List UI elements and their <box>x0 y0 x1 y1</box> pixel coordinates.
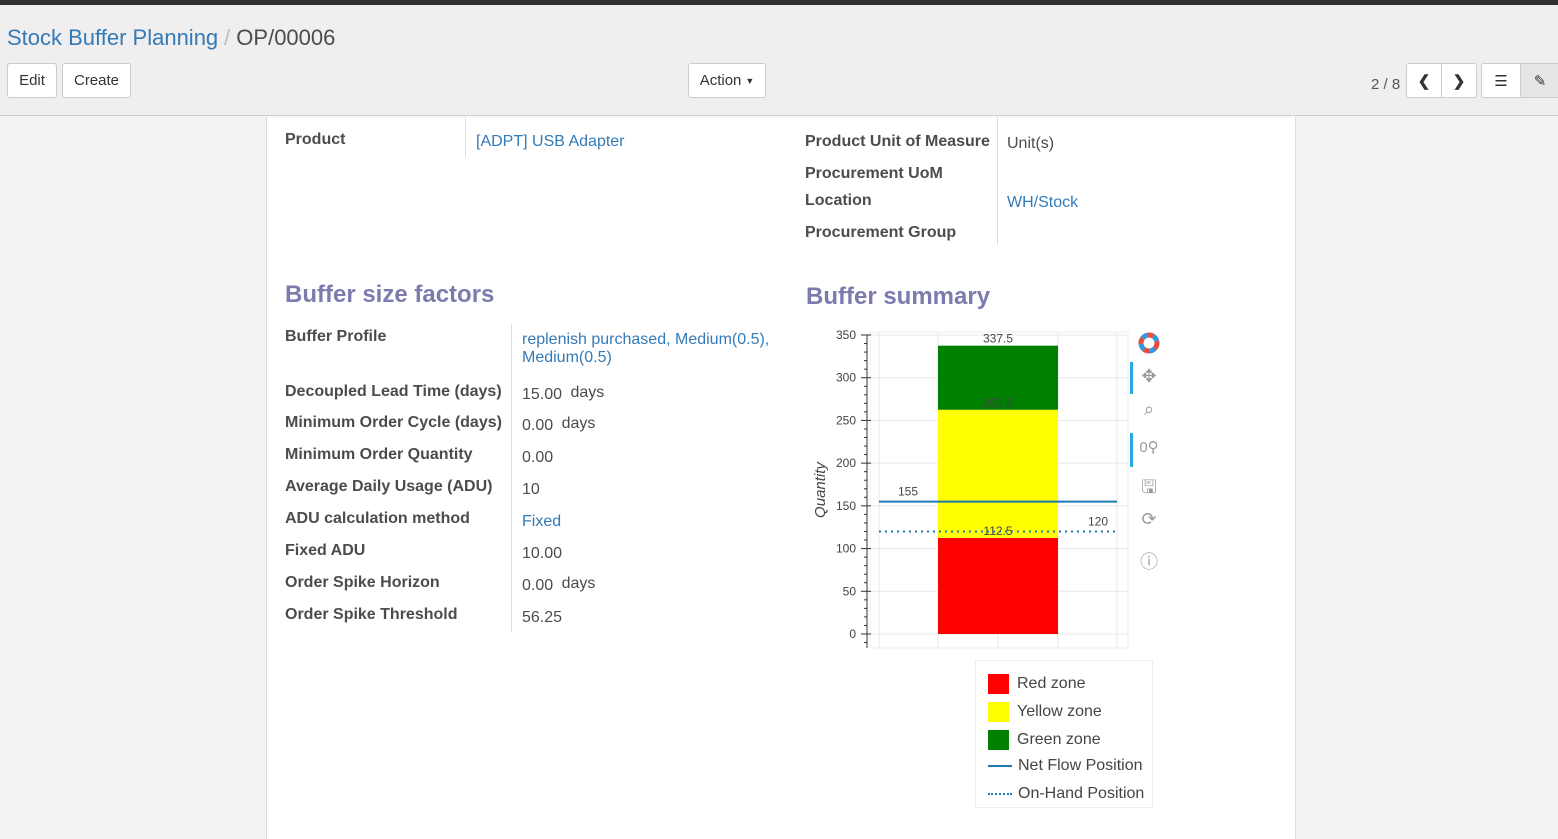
previous-button[interactable]: ❮ <box>1406 63 1442 98</box>
help-icon[interactable]: ⓘ <box>1140 552 1158 572</box>
uom-label: Product Unit of Measure <box>805 133 990 150</box>
form-view-button[interactable]: ✎ <box>1520 63 1558 98</box>
factor-value: 0.00 days <box>522 575 596 594</box>
divider <box>465 117 466 157</box>
factor-label: Order Spike Horizon <box>285 574 440 591</box>
y-tick-label: 200 <box>836 456 856 470</box>
factor-value: 0.00 days <box>522 415 596 434</box>
action-dropdown[interactable]: Action ▼ <box>688 63 766 98</box>
legend-item-on-hand: On-Hand Position <box>988 785 1144 803</box>
factor-value: 10 <box>522 481 540 498</box>
y-tick-label: 0 <box>849 627 856 641</box>
y-tick-label: 50 <box>843 584 857 598</box>
factor-label: Order Spike Threshold <box>285 606 458 623</box>
buffer-summary-title: Buffer summary <box>806 283 991 310</box>
unit-label: days <box>561 575 596 592</box>
unit-label: days <box>570 384 605 401</box>
active-tool-indicator <box>1130 362 1133 394</box>
list-view-button[interactable]: ☰ <box>1481 63 1521 98</box>
y-tick-label: 250 <box>836 413 856 427</box>
y-tick-label: 300 <box>836 371 856 385</box>
reset-icon[interactable]: ⟳ <box>1141 509 1157 529</box>
bar-label: 112.5 <box>983 524 1012 538</box>
factor-value[interactable]: Fixed <box>522 513 562 530</box>
bokeh-logo-icon[interactable] <box>1138 332 1160 354</box>
edit-button[interactable]: Edit <box>7 63 57 98</box>
action-label: Action <box>699 72 742 89</box>
factor-value: 10.00 <box>522 545 563 562</box>
factor-value: 0.00 <box>522 449 554 466</box>
list-icon: ☰ <box>1494 72 1508 90</box>
line-label: 155 <box>898 485 918 499</box>
caret-down-icon: ▼ <box>745 75 755 86</box>
box-zoom-icon[interactable]: ⌕ <box>1143 399 1155 419</box>
bar-yellow-zone <box>938 409 1058 538</box>
legend-item-net-flow: Net Flow Position <box>988 757 1143 775</box>
y-tick-label: 100 <box>836 542 856 556</box>
y-tick-label: 350 <box>836 328 856 342</box>
pan-icon[interactable]: ✥ <box>1141 366 1157 386</box>
procurement-uom-label: Procurement UoM <box>805 165 943 182</box>
next-button[interactable]: ❯ <box>1441 63 1477 98</box>
product-label: Product <box>285 131 346 148</box>
pager-value: 2 / 8 <box>1371 76 1401 93</box>
chart-legend: Red zone Yellow zone Green zone Net Flow… <box>975 660 1153 808</box>
factor-value: 56.25 <box>522 609 563 626</box>
unit-label: days <box>561 415 596 432</box>
divider <box>997 117 998 245</box>
save-icon[interactable]: 🖫 <box>1141 477 1157 497</box>
legend-item-green: Green zone <box>988 730 1101 750</box>
factor-label: Average Daily Usage (ADU) <box>285 478 493 495</box>
buffer-factors-title: Buffer size factors <box>285 281 495 308</box>
breadcrumb-parent[interactable]: Stock Buffer Planning <box>7 25 219 50</box>
factor-value: 15.00 days <box>522 384 605 403</box>
factor-label: Fixed ADU <box>285 542 366 559</box>
create-button[interactable]: Create <box>62 63 131 98</box>
procurement-group-label: Procurement Group <box>805 224 957 241</box>
top-bar <box>0 0 1558 5</box>
chevron-left-icon: ❮ <box>1417 72 1431 90</box>
factor-label: Decoupled Lead Time (days) <box>285 383 502 400</box>
breadcrumb: Stock Buffer Planning / OP/00006 <box>7 25 336 50</box>
factor-value[interactable]: replenish purchased, Medium(0.5), Medium(… <box>522 331 770 366</box>
uom-value: Unit(s) <box>1007 135 1055 152</box>
breadcrumb-current: OP/00006 <box>236 25 336 50</box>
line-label: 120 <box>1088 514 1108 528</box>
buffer-chart: 112.5 262.5 337.5 155 120 0 50 100 150 200 250 300 3… <box>812 328 1129 649</box>
edit-form-icon: ✎ <box>1533 72 1547 90</box>
factor-label: Buffer Profile <box>285 328 387 345</box>
factor-label: Minimum Order Cycle (days) <box>285 414 502 431</box>
location-label: Location <box>805 192 872 209</box>
wheel-zoom-icon[interactable]: 0⚲ <box>1139 439 1159 456</box>
legend-item-red: Red zone <box>988 674 1086 694</box>
location-value[interactable]: WH/Stock <box>1007 194 1079 211</box>
y-axis-label: Quantity <box>812 461 829 518</box>
bar-label: 262.5 <box>983 396 1013 410</box>
product-value[interactable]: [ADPT] USB Adapter <box>476 133 625 150</box>
factor-label: ADU calculation method <box>285 510 470 527</box>
y-tick-label: 150 <box>836 499 856 513</box>
bar-red-zone <box>938 537 1058 634</box>
chevron-right-icon: ❯ <box>1452 72 1466 90</box>
control-panel: Stock Buffer Planning / OP/00006 <box>0 5 1558 116</box>
bar-green-zone <box>938 345 1058 410</box>
factor-label: Minimum Order Quantity <box>285 446 473 463</box>
active-tool-indicator <box>1130 433 1133 467</box>
bar-label: 337.5 <box>983 332 1013 346</box>
divider <box>511 324 512 632</box>
legend-item-yellow: Yellow zone <box>988 702 1102 722</box>
